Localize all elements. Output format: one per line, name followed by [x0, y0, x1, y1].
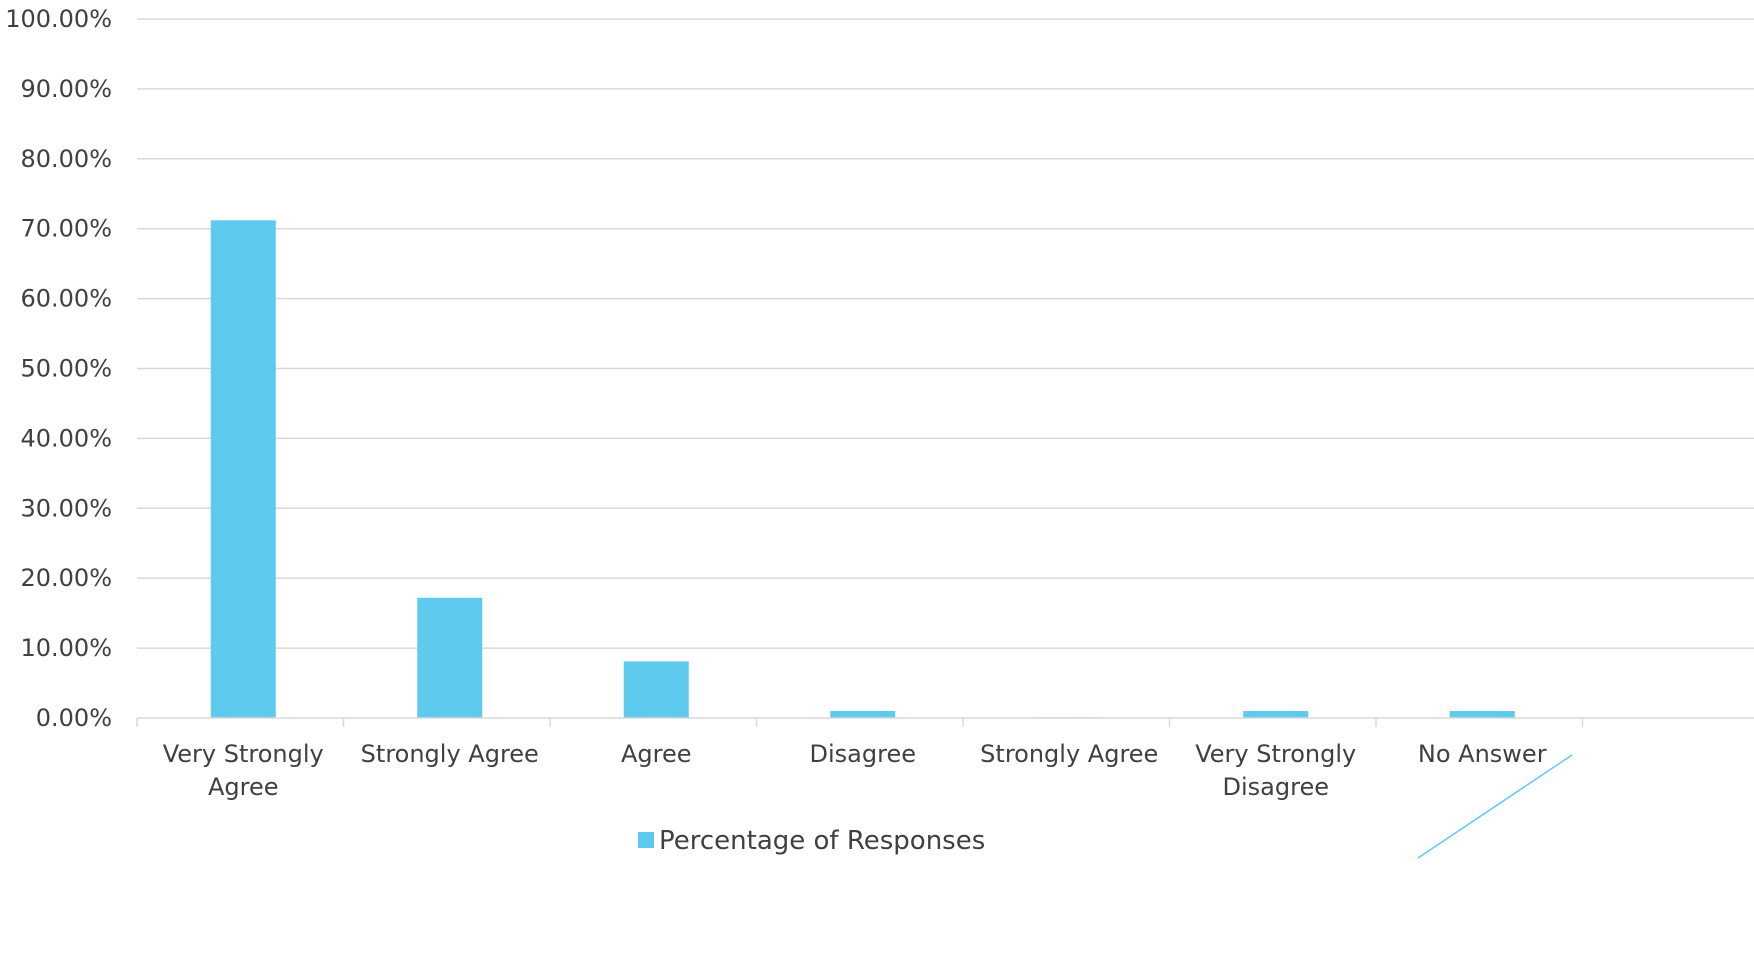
x-tick-label-line: Disagree	[810, 740, 916, 768]
bar	[830, 711, 896, 718]
x-tick-label: Disagree	[810, 740, 916, 768]
bars	[210, 220, 1515, 718]
bar	[623, 661, 689, 718]
x-tick-label-line: Disagree	[1223, 773, 1329, 801]
x-tick-label: Very Strongly Disagree	[1195, 740, 1356, 801]
y-tick-label: 40.00%	[20, 424, 112, 452]
x-tick-label: Very Strongly Agree	[163, 740, 324, 801]
y-tick-label: 60.00%	[20, 285, 112, 313]
x-tick-label: Strongly Agree	[980, 740, 1158, 768]
bar	[210, 220, 276, 718]
x-tick-label-line: No Answer	[1418, 740, 1547, 768]
x-axis: Very Strongly Agree Strongly Agree Agree Dis…	[136, 717, 1754, 801]
y-axis: 0.00% 10.00% 20.00% 30.00% 40.00% 50.00% 60.00…	[5, 5, 112, 732]
legend-swatch	[638, 832, 654, 848]
x-tick-label-line: Very Strongly	[1195, 740, 1356, 768]
x-tick-label: Agree	[621, 740, 692, 768]
y-tick-label: 0.00%	[36, 704, 112, 732]
gridlines	[137, 18, 1754, 649]
y-tick-label: 90.00%	[20, 75, 112, 103]
bar	[1243, 711, 1309, 718]
y-tick-label: 70.00%	[20, 215, 112, 243]
x-tick-label-line: Strongly Agree	[980, 740, 1158, 768]
bar	[1449, 711, 1515, 718]
y-tick-label: 100.00%	[5, 5, 112, 33]
legend: Percentage of Responses	[638, 826, 985, 856]
y-tick-label: 30.00%	[20, 494, 112, 522]
x-tick-label-line: Very Strongly	[163, 740, 324, 768]
x-tick-label: No Answer	[1418, 740, 1547, 768]
x-tick-label-line: Strongly Agree	[361, 740, 539, 768]
y-tick-label: 50.00%	[20, 355, 112, 383]
legend-label: Percentage of Responses	[659, 826, 985, 856]
x-tick-label-line: Agree	[208, 773, 279, 801]
decorative-diagonal-line	[1417, 754, 1573, 859]
bar	[417, 597, 483, 718]
x-tick-label-line: Agree	[621, 740, 692, 768]
y-tick-label: 20.00%	[20, 564, 112, 592]
x-tick-label: Strongly Agree	[361, 740, 539, 768]
y-tick-label: 80.00%	[20, 145, 112, 173]
y-tick-label: 10.00%	[20, 634, 112, 662]
